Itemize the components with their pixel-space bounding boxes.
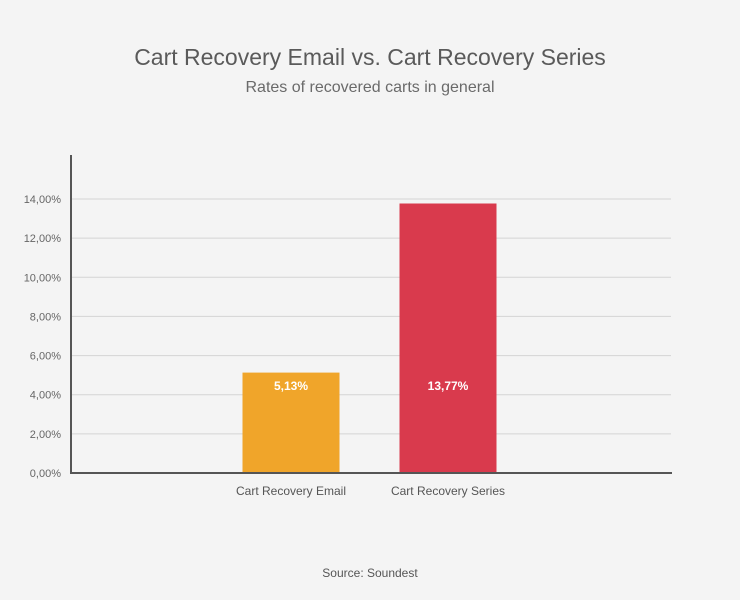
bar — [242, 372, 340, 473]
y-tick-label: 8,00% — [30, 311, 61, 323]
y-tick-label: 0,00% — [30, 468, 61, 480]
y-tick-label: 6,00% — [30, 351, 61, 363]
chart-source: Source: Soundest — [322, 566, 418, 580]
x-category-label: Cart Recovery Email — [236, 484, 346, 498]
chart-subtitle: Rates of recovered carts in general — [245, 79, 495, 96]
x-category-label: Cart Recovery Series — [391, 484, 505, 498]
data-label: 13,77% — [428, 379, 469, 393]
data-label: 5,13% — [274, 379, 308, 393]
labels: 0,00% 2,00% 4,00% 6,00% 8,00% 10,00% 12,00% 14,… — [24, 194, 505, 498]
y-tick-label: 12,00% — [24, 233, 62, 245]
y-tick-label: 4,00% — [30, 390, 61, 402]
bar — [399, 203, 497, 473]
chart-title: Cart Recovery Email vs. Cart Recovery Se… — [134, 44, 606, 70]
y-tick-label: 10,00% — [24, 272, 62, 284]
y-tick-label: 14,00% — [24, 194, 62, 206]
grid-lines — [71, 198, 671, 435]
bars — [242, 203, 497, 473]
axes — [70, 155, 672, 474]
y-tick-label: 2,00% — [30, 429, 61, 441]
